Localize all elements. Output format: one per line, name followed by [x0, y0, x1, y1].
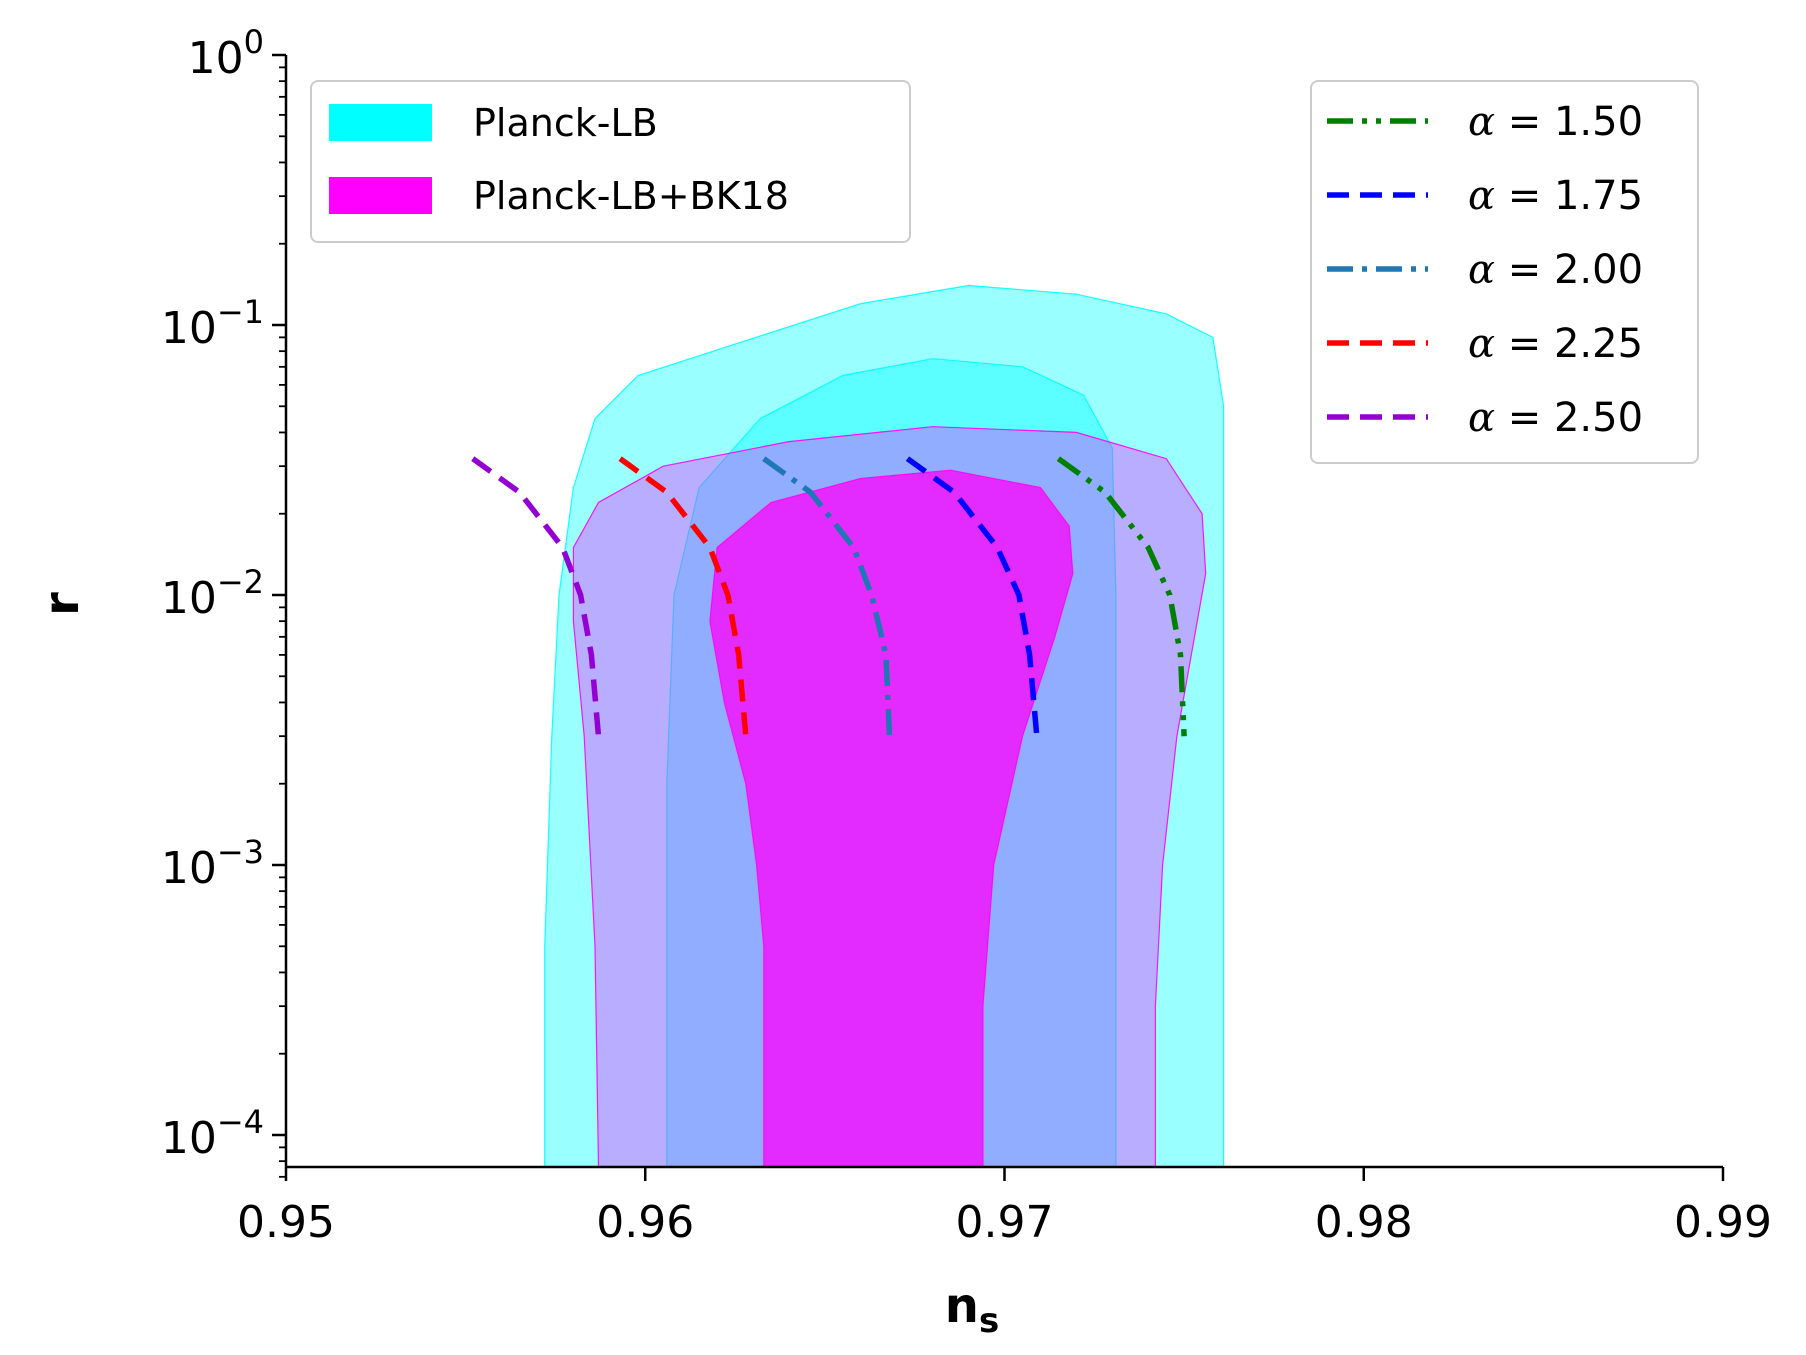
x-ticks: 0.95 0.96 0.97 0.98 0.99: [237, 1167, 1772, 1248]
alpha-curves: [471, 456, 1187, 737]
legend-region-label: Planck-LB+BK18: [473, 174, 789, 218]
axes: 0.95 0.96 0.97 0.98 0.99 10−4 10−3 10−2 10−1 100: [161, 23, 1772, 1248]
legend-series-label: α = 1.75: [1468, 173, 1643, 219]
legend-series-label: α = 2.25: [1468, 321, 1643, 367]
x-tick-label: 0.99: [1674, 1197, 1772, 1248]
legend-series-label: α = 2.50: [1468, 395, 1643, 441]
legend-regions-frame: [310, 80, 911, 243]
legend-series-label: α = 1.50: [1468, 99, 1643, 145]
curve-alpha-6-1: [905, 456, 1040, 737]
x-tick-label: 0.98: [1315, 1197, 1413, 1248]
curve-alpha-6-3: [618, 456, 749, 737]
legend-region-label: Planck-LB: [473, 101, 658, 145]
y-axis-title: r: [34, 592, 90, 616]
y-tick-label: 10−4: [161, 1103, 264, 1164]
legend-swatch: [329, 177, 432, 214]
y-tick-label: 10−1: [161, 293, 264, 354]
legend-series-label: α = 2.00: [1468, 247, 1643, 293]
legend-swatch: [329, 104, 432, 141]
curve-alpha-6-4: [471, 456, 602, 737]
x-tick-label: 0.95: [237, 1197, 335, 1248]
legend-series: α = 1.50 α = 1.75 α = 2.00 α = 2.25 α = 2.50: [1310, 80, 1699, 464]
contour-regions: [544, 284, 1225, 1168]
curve-alpha-6-2: [762, 456, 893, 737]
region-planck-lb-bk18-68: [709, 469, 1074, 1168]
y-ticks: 10−4 10−3 10−2 10−1 100: [161, 23, 286, 1178]
x-axis-title: ns: [945, 1278, 999, 1341]
curve-alpha-6-0: [1056, 456, 1187, 737]
y-tick-label: 10−2: [161, 563, 264, 624]
y-tick-label: 10−3: [161, 833, 264, 894]
legend-series-frame: [1310, 80, 1699, 464]
y-tick-label: 100: [188, 23, 264, 84]
x-tick-label: 0.96: [596, 1197, 694, 1248]
legend-regions: Planck-LB Planck-LB+BK18: [310, 80, 911, 243]
x-tick-label: 0.97: [956, 1197, 1054, 1248]
